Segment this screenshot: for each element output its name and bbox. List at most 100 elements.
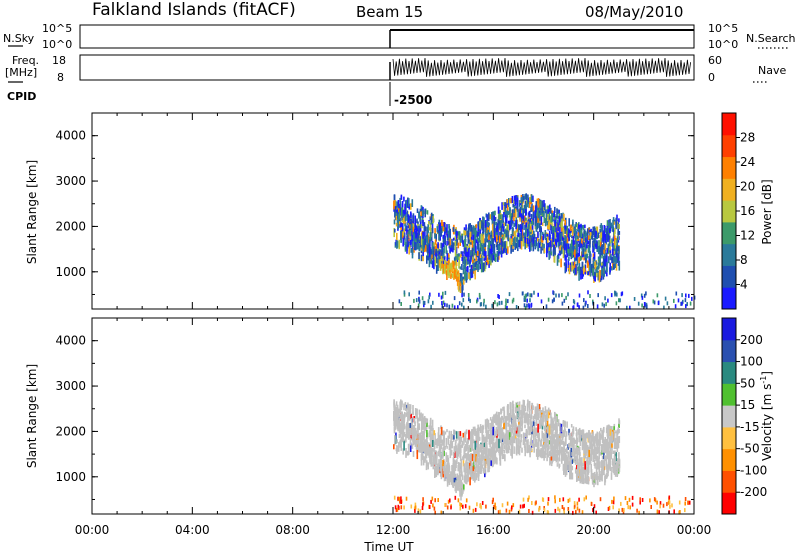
echo-mark (482, 470, 485, 474)
echo-mark (613, 221, 615, 225)
echo-mark (481, 430, 483, 436)
echo-mark (455, 476, 458, 482)
echo-mark (522, 497, 525, 502)
echo-mark (621, 507, 624, 512)
echo-mark (552, 454, 555, 461)
echo-mark (605, 440, 607, 450)
echo-mark (407, 240, 409, 247)
echo-mark (583, 446, 586, 454)
echo-mark (562, 453, 564, 461)
echo-mark (526, 403, 529, 412)
echo-mark (520, 231, 523, 237)
echo-mark (586, 232, 588, 237)
echo-mark (587, 477, 590, 485)
echo-mark (406, 235, 408, 246)
echo-mark (520, 237, 522, 245)
echo-mark (569, 466, 571, 471)
echo-mark (568, 233, 570, 242)
echo-mark (485, 251, 487, 261)
echo-mark (507, 408, 509, 413)
echo-mark (483, 298, 485, 303)
echo-mark (418, 409, 421, 415)
echo-mark (515, 446, 518, 455)
echo-mark (483, 437, 485, 442)
echo-mark (581, 261, 584, 269)
echo-mark (571, 441, 573, 448)
echo-mark (563, 510, 565, 515)
echo-mark (448, 241, 450, 245)
echo-mark (543, 211, 545, 218)
colorbar-tick-label: 100 (740, 355, 763, 369)
echo-mark (424, 245, 427, 252)
echo-mark (579, 440, 582, 446)
echo-mark (554, 495, 556, 500)
echo-mark (468, 248, 470, 257)
echo-mark (488, 260, 490, 268)
echo-mark (515, 219, 518, 228)
velocity-cbar-label-main: Velocity [m s (760, 384, 774, 461)
echo-mark (532, 210, 535, 219)
echo-mark (554, 431, 556, 438)
echo-mark (568, 497, 571, 502)
echo-mark (398, 239, 400, 250)
echo-mark (617, 229, 619, 236)
echo-mark (535, 222, 538, 232)
echo-mark (465, 441, 468, 450)
echo-mark (543, 200, 545, 207)
y-tick-label: 2000 (55, 219, 86, 233)
echo-mark (595, 267, 597, 273)
echo-mark (427, 299, 430, 304)
echo-mark (460, 503, 463, 507)
echo-mark (482, 443, 485, 448)
echo-mark (547, 212, 549, 218)
echo-mark (408, 292, 410, 297)
echo-mark (604, 474, 607, 483)
echo-mark (399, 224, 402, 228)
echo-mark (400, 496, 402, 501)
echo-mark (530, 208, 532, 212)
echo-mark (472, 225, 475, 235)
echo-mark (477, 237, 480, 245)
echo-mark (530, 220, 533, 225)
echo-mark (640, 293, 643, 298)
echo-mark (522, 399, 525, 408)
echo-mark (544, 203, 546, 211)
echo-mark (460, 276, 463, 284)
echo-mark (507, 204, 509, 211)
echo-mark (432, 427, 434, 435)
echo-mark (517, 209, 519, 218)
echo-mark (408, 246, 410, 255)
echo-mark (460, 458, 463, 467)
echo-mark (600, 471, 602, 481)
echo-mark (519, 216, 521, 222)
echo-mark (429, 432, 432, 440)
echo-mark (590, 502, 593, 506)
echo-mark (596, 462, 598, 470)
echo-mark (567, 461, 569, 465)
echo-mark (465, 272, 468, 280)
echo-mark (567, 451, 570, 458)
echo-mark (687, 500, 689, 505)
echo-mark (470, 240, 473, 245)
echo-mark (546, 247, 548, 254)
echo-mark (548, 217, 550, 221)
echo-mark (593, 459, 596, 466)
echo-mark (479, 504, 481, 508)
echo-mark (510, 234, 513, 238)
echo-mark (498, 295, 500, 299)
echo-mark (500, 408, 503, 413)
echo-mark (608, 230, 610, 240)
echo-mark (394, 505, 397, 510)
echo-mark (506, 210, 509, 218)
echo-mark (455, 431, 458, 439)
echo-mark (583, 242, 585, 247)
echo-mark (534, 219, 537, 227)
nsearch-label: N.Search (746, 32, 796, 45)
echo-mark (419, 436, 422, 440)
y-tick-label: 2000 (55, 424, 86, 438)
echo-mark (611, 256, 614, 263)
echo-mark (549, 224, 552, 231)
echo-mark (450, 433, 452, 442)
echo-mark (614, 227, 616, 234)
echo-mark (472, 259, 474, 263)
